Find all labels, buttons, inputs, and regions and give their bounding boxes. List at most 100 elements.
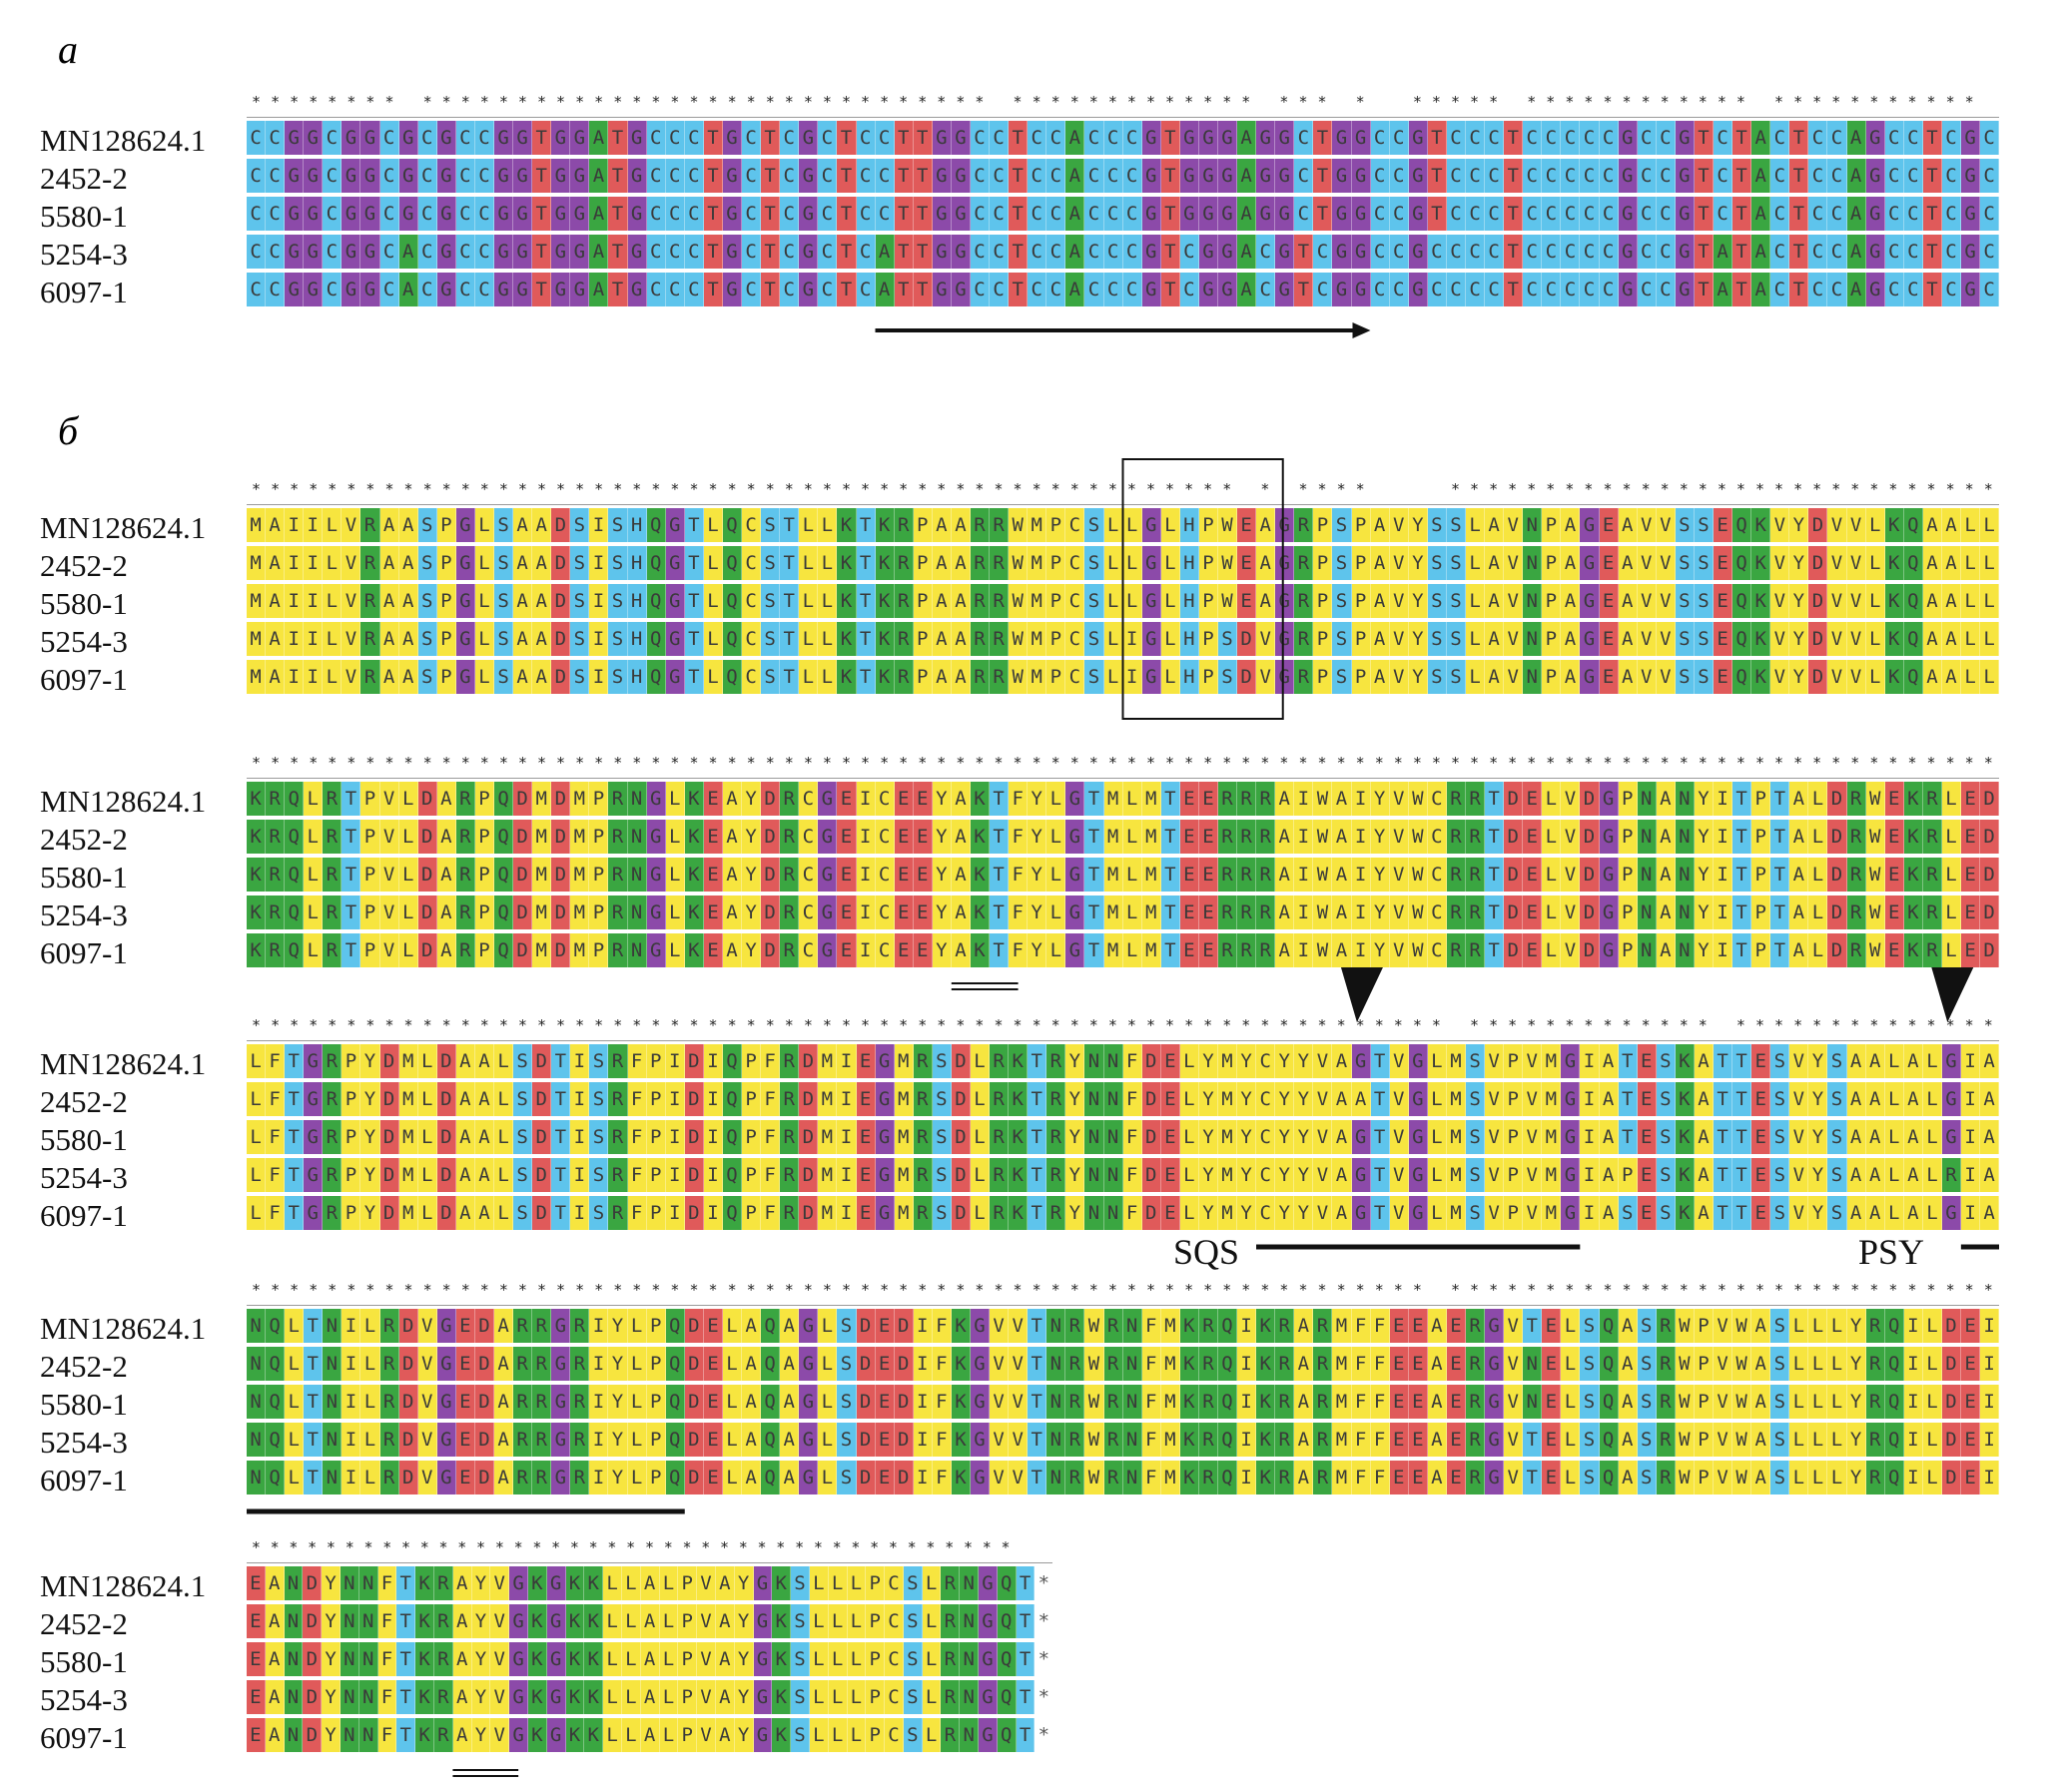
consensus-mark: * [937, 93, 947, 111]
residue-cell: F [1122, 1044, 1142, 1078]
residue-cell: C [1770, 121, 1790, 155]
residue-cell: S [1827, 1158, 1847, 1192]
residue-cell: Q [1217, 1385, 1238, 1419]
residue-cell: C [780, 197, 800, 231]
residue-cell: Q [1599, 1461, 1619, 1494]
residue-cell: D [303, 1604, 323, 1638]
residue-cell: S [608, 508, 628, 542]
residue-cell: G [1332, 121, 1352, 155]
residue-cell: G [1675, 121, 1695, 155]
residue-cell: G [570, 273, 590, 306]
residue-cell: * [1034, 1566, 1052, 1600]
residue-cell: C [1256, 1044, 1276, 1078]
residue-cell: T [608, 235, 628, 269]
residue-cell: L [665, 896, 685, 929]
residue-cell: L [621, 1604, 641, 1638]
residue-cell: A [722, 896, 743, 929]
residue-cell: L [1542, 933, 1562, 967]
residue-cell: A [494, 1309, 514, 1343]
residue-cell: I [703, 1196, 723, 1230]
residue-cell: S [1637, 1461, 1657, 1494]
residue-cell: C [474, 197, 495, 231]
residue-cell: R [970, 546, 991, 580]
residue-cell: C [1466, 273, 1486, 306]
residue-cell: T [1732, 197, 1752, 231]
residue-cell: I [570, 1196, 590, 1230]
residue-cell: G [1141, 273, 1161, 306]
sequence-name: 5580-1 [40, 1122, 128, 1157]
residue-cell: N [1122, 1461, 1142, 1494]
residue-cell: R [1922, 858, 1942, 892]
residue-cell: Y [360, 1044, 380, 1078]
residue-cell: W [1313, 933, 1333, 967]
residue-cell: C [970, 121, 991, 155]
residue-cell: C [875, 896, 895, 929]
residue-cell: K [837, 508, 857, 542]
residue-cell: G [646, 896, 666, 929]
residue-cell: Q [997, 1680, 1017, 1714]
residue-cell: P [1198, 508, 1218, 542]
residue-cell: Y [1408, 584, 1428, 618]
residue-cell: K [1675, 1082, 1695, 1116]
residue-cell: Y [360, 1082, 380, 1116]
residue-cell: A [1846, 1044, 1866, 1078]
consensus-mark: * [1869, 754, 1879, 772]
residue-cell: T [894, 159, 914, 193]
residue-cell: V [697, 1680, 716, 1714]
residue-cell: S [932, 1082, 952, 1116]
residue-cell: I [342, 1309, 361, 1343]
sequence-name: 2452-2 [40, 822, 128, 857]
residue-cell: T [285, 1196, 305, 1230]
residue-cell: A [1256, 546, 1276, 580]
consensus-mark: * [1660, 93, 1670, 111]
residue-cell: T [1009, 235, 1029, 269]
residue-cell: P [1351, 546, 1371, 580]
consensus-mark: * [727, 480, 737, 498]
residue-cell: D [532, 1044, 552, 1078]
residue-cell: T [532, 273, 552, 306]
residue-cell: L [1922, 1082, 1942, 1116]
residue-cell: S [1332, 584, 1352, 618]
residue-cell: F [377, 1642, 397, 1676]
residue-cell: T [1770, 820, 1790, 854]
residue-cell: C [1599, 235, 1619, 269]
residue-cell: E [1599, 660, 1619, 694]
consensus-mark: * [982, 1538, 992, 1556]
residue-cell: E [1408, 1423, 1428, 1457]
residue-cell: M [1332, 1347, 1352, 1381]
residue-cell: Y [1370, 820, 1390, 854]
residue-cell: V [1656, 584, 1676, 618]
residue-cell: C [1903, 235, 1923, 269]
residue-cell: L [285, 1347, 305, 1381]
residue-cell: K [684, 896, 704, 929]
residue-cell: Q [1217, 1347, 1238, 1381]
consensus-mark: * [1203, 480, 1213, 498]
residue-cell: F [1141, 1423, 1161, 1457]
residue-cell: A [398, 546, 418, 580]
residue-cell: V [1313, 1158, 1333, 1192]
consensus-mark: * [803, 1281, 813, 1299]
residue-cell: D [1941, 1385, 1962, 1419]
consensus-mark: * [384, 93, 394, 111]
residue-cell: M [1103, 782, 1123, 816]
consensus-mark: * [460, 1016, 470, 1034]
residue-cell: V [1846, 546, 1866, 580]
residue-cell: P [474, 896, 495, 929]
residue-cell: R [780, 1082, 800, 1116]
residue-cell: G [285, 197, 305, 231]
residue-cell: A [1485, 660, 1505, 694]
residue-cell: S [1637, 1347, 1657, 1381]
consensus-mark: * [1184, 480, 1194, 498]
residue-cell: L [1922, 1347, 1942, 1381]
residue-cell: Y [1808, 1196, 1828, 1230]
residue-cell: C [1256, 1120, 1276, 1154]
residue-cell: V [1389, 508, 1409, 542]
residue-cell: D [856, 1461, 876, 1494]
residue-cell: L [659, 1566, 679, 1600]
residue-cell: S [1466, 1120, 1486, 1154]
consensus-mark: * [1964, 480, 1974, 498]
residue-cell: A [1485, 508, 1505, 542]
residue-cell: C [875, 933, 895, 967]
